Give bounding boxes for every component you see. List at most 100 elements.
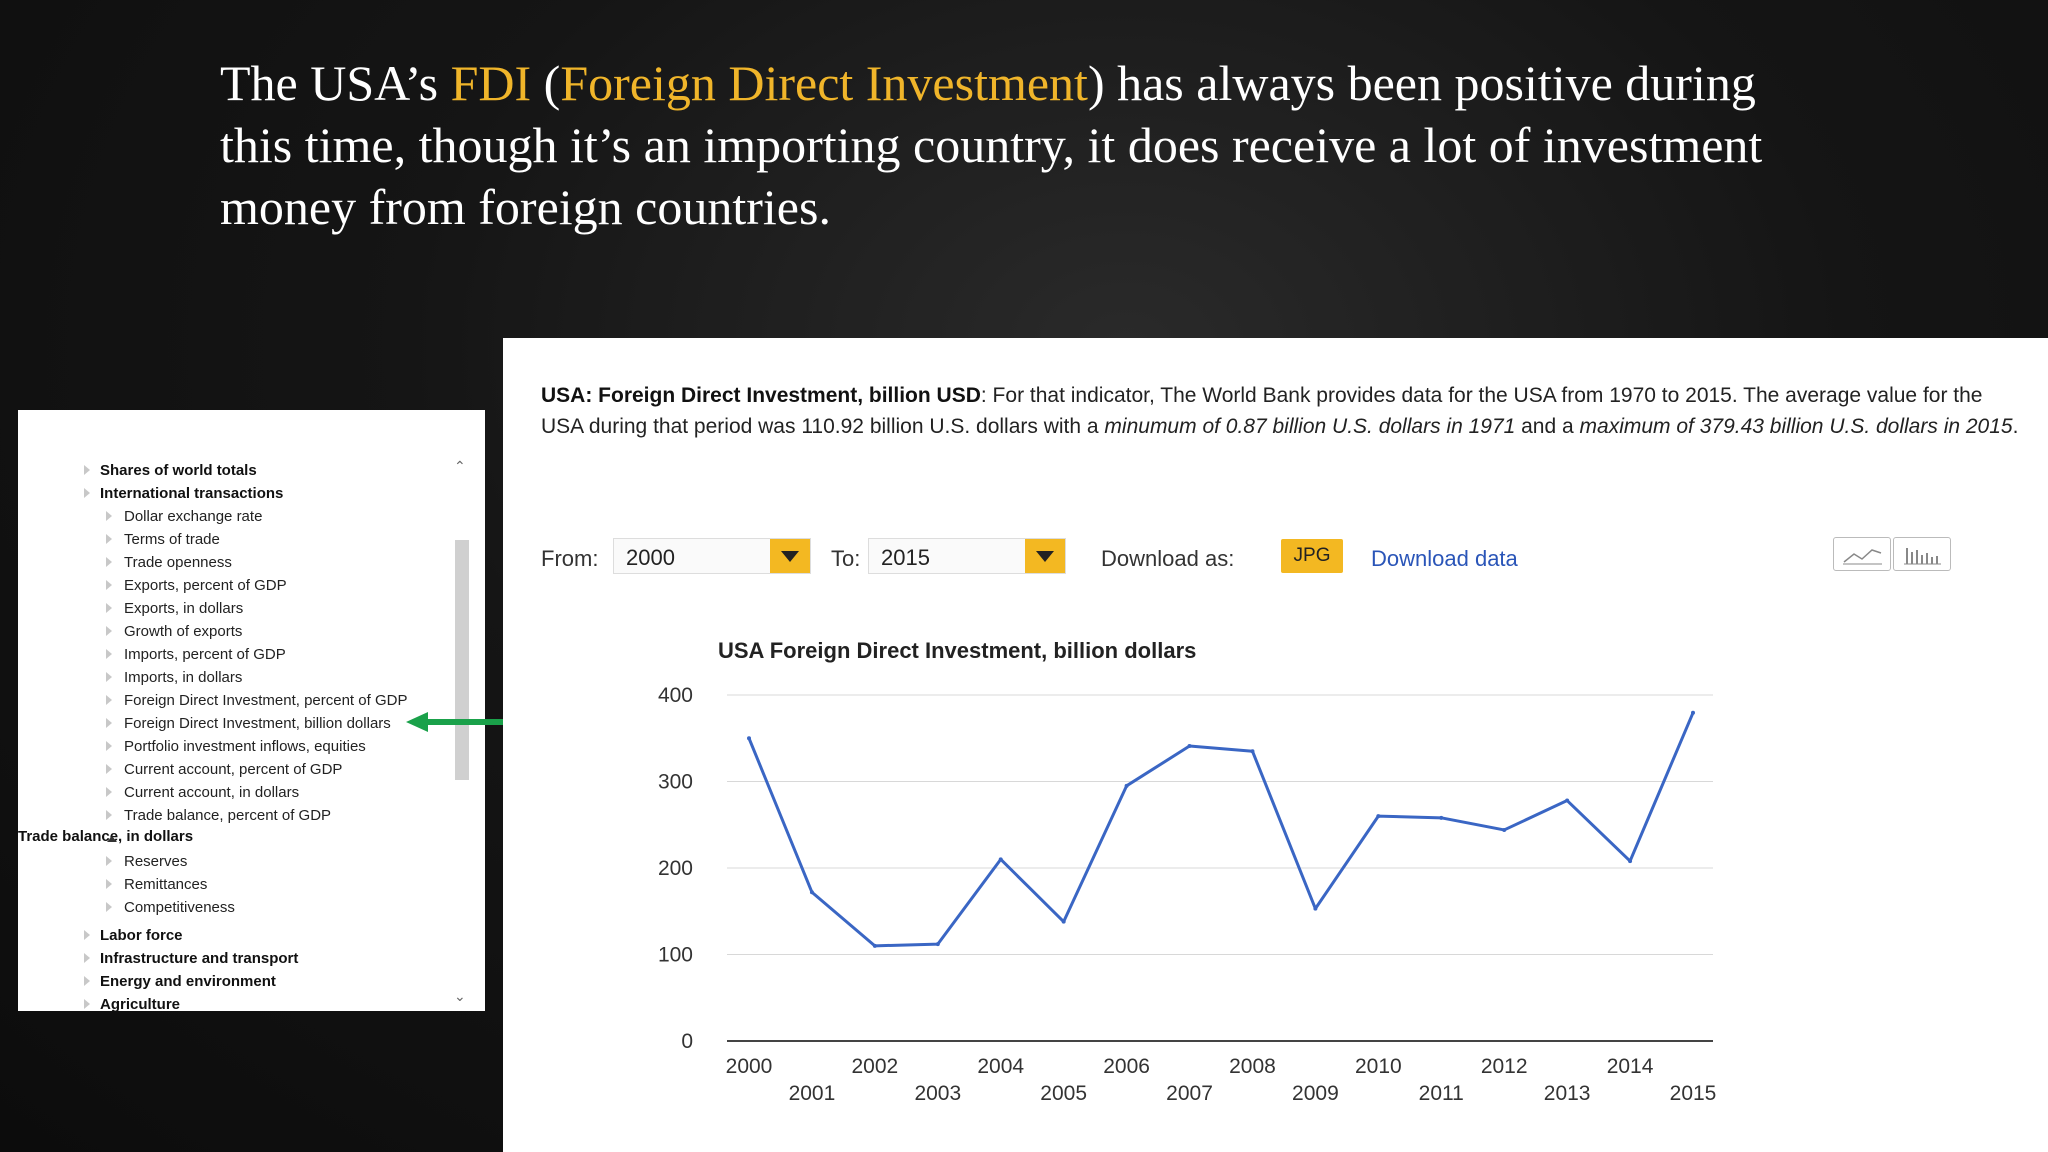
bar-chart-button[interactable] xyxy=(1893,537,1951,571)
tree-item[interactable]: Shares of world totals xyxy=(18,460,458,483)
description-max: maximum of 379.43 billion U.S. dollars i… xyxy=(1579,415,2013,438)
tree-item[interactable]: Current account, in dollars xyxy=(18,782,458,805)
collapsed-triangle-icon[interactable] xyxy=(106,695,112,705)
tree-item[interactable]: Foreign Direct Investment, billion dolla… xyxy=(18,713,458,736)
x-tick-label: 2011 xyxy=(1419,1082,1464,1105)
tree-item[interactable]: Dollar exchange rate xyxy=(18,506,458,529)
tree-item[interactable]: International transactions xyxy=(18,483,458,506)
tree-item[interactable]: Energy and environment xyxy=(18,971,458,994)
description-min: minumum of 0.87 billion U.S. dollars in … xyxy=(1104,415,1516,438)
tree-item[interactable]: Imports, percent of GDP xyxy=(18,644,458,667)
data-point xyxy=(1628,859,1633,864)
data-point xyxy=(1439,815,1444,820)
tree-item[interactable]: Reserves xyxy=(18,851,458,874)
headline: The USA’s FDI (Foreign Direct Investment… xyxy=(220,52,1840,238)
y-tick-label: 300 xyxy=(658,771,693,794)
tree-item-label: Foreign Direct Investment, billion dolla… xyxy=(124,715,391,732)
x-tick-label: 2007 xyxy=(1166,1082,1213,1105)
data-point xyxy=(998,857,1003,862)
tree-item-label: Trade openness xyxy=(124,554,232,571)
tree-item[interactable]: Agriculture xyxy=(18,994,458,1011)
collapsed-triangle-icon[interactable] xyxy=(106,787,112,797)
scrollbar-thumb[interactable] xyxy=(455,540,469,780)
tree-item[interactable]: Labor force xyxy=(18,925,458,948)
tree-item[interactable]: Trade balance, percent of GDP xyxy=(18,805,458,828)
download-data-link[interactable]: Download data xyxy=(1371,546,1518,571)
tree-item-label: Trade balance, percent of GDP xyxy=(124,807,332,824)
expanded-triangle-icon[interactable] xyxy=(107,836,117,842)
collapsed-triangle-icon[interactable] xyxy=(106,626,112,636)
line-chart-button[interactable] xyxy=(1833,537,1891,571)
collapsed-triangle-icon[interactable] xyxy=(84,488,90,498)
tree-item-label: Portfolio investment inflows, equities xyxy=(124,738,366,755)
collapsed-triangle-icon[interactable] xyxy=(106,534,112,544)
from-year-select[interactable]: 2000 xyxy=(613,538,811,574)
y-tick-label: 200 xyxy=(658,857,693,880)
description-text: . xyxy=(2012,415,2019,438)
tree-item[interactable]: Competitiveness xyxy=(18,897,458,920)
chart-controls: From: 2000 To: 2015 Download as: JPG Dow… xyxy=(541,537,2021,578)
x-tick-label: 2003 xyxy=(914,1082,961,1105)
tree-item-label: Reserves xyxy=(124,853,188,870)
x-tick-label: 2002 xyxy=(852,1055,899,1078)
tree-item[interactable]: Current account, percent of GDP xyxy=(18,759,458,782)
collapsed-triangle-icon[interactable] xyxy=(106,879,112,889)
tree-item-label: Exports, percent of GDP xyxy=(124,577,287,594)
collapsed-triangle-icon[interactable] xyxy=(84,999,90,1009)
tree-item[interactable]: Portfolio investment inflows, equities xyxy=(18,736,458,759)
collapsed-triangle-icon[interactable] xyxy=(84,930,90,940)
tree-item-label: Imports, in dollars xyxy=(124,669,243,686)
chevron-down-icon[interactable] xyxy=(770,539,810,573)
to-year-value: 2015 xyxy=(881,545,930,570)
tree-item-label: Foreign Direct Investment, percent of GD… xyxy=(124,692,408,709)
data-point xyxy=(1376,814,1381,819)
x-tick-label: 2014 xyxy=(1607,1055,1654,1078)
collapsed-triangle-icon[interactable] xyxy=(106,672,112,682)
collapsed-triangle-icon[interactable] xyxy=(106,511,112,521)
x-tick-label: 2006 xyxy=(1103,1055,1150,1078)
tree-item-label: Agriculture xyxy=(100,996,181,1011)
collapsed-triangle-icon[interactable] xyxy=(106,741,112,751)
description-text: and a xyxy=(1515,415,1580,438)
y-tick-label: 400 xyxy=(658,684,693,707)
tree-item-label: Competitiveness xyxy=(124,899,235,916)
download-jpg-button[interactable]: JPG xyxy=(1281,539,1343,573)
collapsed-triangle-icon[interactable] xyxy=(84,953,90,963)
tree-item[interactable]: Terms of trade xyxy=(18,529,458,552)
download-as-label: Download as: xyxy=(1101,546,1235,571)
collapsed-triangle-icon[interactable] xyxy=(84,465,90,475)
x-tick-label: 2012 xyxy=(1481,1055,1528,1078)
tree-item-label: Current account, percent of GDP xyxy=(124,761,343,778)
data-point xyxy=(872,943,877,948)
scroll-down-icon[interactable]: ⌄ xyxy=(454,988,466,1004)
tree-item-label: Trade balance, in dollars xyxy=(18,828,194,845)
to-year-select[interactable]: 2015 xyxy=(868,538,1066,574)
collapsed-triangle-icon[interactable] xyxy=(106,902,112,912)
tree-item[interactable]: Infrastructure and transport xyxy=(18,948,458,971)
tree-item[interactable]: Trade openness xyxy=(18,552,458,575)
tree-item[interactable]: Growth of exports xyxy=(18,621,458,644)
collapsed-triangle-icon[interactable] xyxy=(106,649,112,659)
data-point xyxy=(935,942,940,947)
scroll-up-icon[interactable]: ⌃ xyxy=(454,458,466,474)
tree-item[interactable]: Exports, in dollars xyxy=(18,598,458,621)
collapsed-triangle-icon[interactable] xyxy=(106,810,112,820)
collapsed-triangle-icon[interactable] xyxy=(106,580,112,590)
data-point xyxy=(1313,906,1318,911)
tree-item[interactable]: Imports, in dollars xyxy=(18,667,458,690)
indicator-tree: Shares of world totals International tran… xyxy=(18,460,458,1011)
tree-item[interactable]: Remittances xyxy=(18,874,458,897)
collapsed-triangle-icon[interactable] xyxy=(106,557,112,567)
data-point xyxy=(1565,798,1570,803)
chevron-down-icon[interactable] xyxy=(1025,539,1065,573)
x-tick-label: 2004 xyxy=(977,1055,1024,1078)
collapsed-triangle-icon[interactable] xyxy=(106,764,112,774)
tree-item[interactable]: Trade balance, in dollars xyxy=(18,828,458,851)
tree-item[interactable]: Exports, percent of GDP xyxy=(18,575,458,598)
tree-item-label: Current account, in dollars xyxy=(124,784,300,801)
tree-item[interactable]: Foreign Direct Investment, percent of GD… xyxy=(18,690,458,713)
collapsed-triangle-icon[interactable] xyxy=(106,718,112,728)
collapsed-triangle-icon[interactable] xyxy=(106,603,112,613)
collapsed-triangle-icon[interactable] xyxy=(106,856,112,866)
collapsed-triangle-icon[interactable] xyxy=(84,976,90,986)
